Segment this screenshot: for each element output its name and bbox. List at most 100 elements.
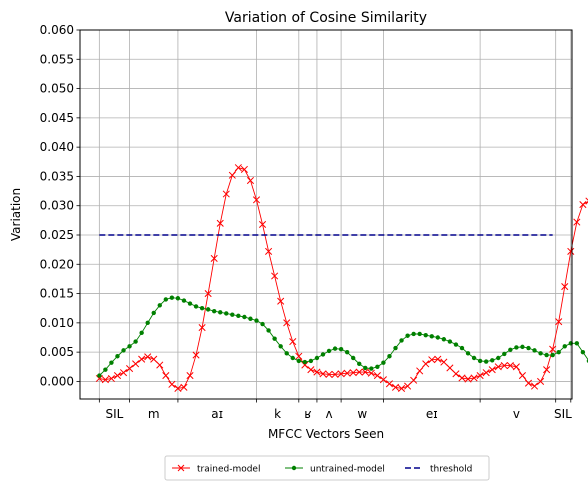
data-point-untrained-model bbox=[344, 349, 350, 355]
data-point-trained-model bbox=[470, 374, 478, 382]
x-tick-label: SIL bbox=[106, 407, 124, 421]
data-point-trained-model bbox=[343, 369, 351, 377]
data-point-trained-model bbox=[373, 372, 381, 380]
data-point-trained-model bbox=[367, 369, 375, 377]
data-point-untrained-model bbox=[242, 314, 247, 320]
data-point-untrained-model bbox=[338, 347, 344, 352]
legend: trained-model untrained-model threshold bbox=[164, 455, 490, 481]
chart-title: Variation of Cosine Similarity bbox=[225, 10, 427, 26]
data-point-untrained-model bbox=[471, 355, 477, 361]
data-point-trained-model bbox=[440, 358, 448, 366]
data-point-untrained-model bbox=[387, 354, 392, 359]
y-tick-label: 0.000 bbox=[40, 374, 74, 388]
data-point-untrained-model bbox=[363, 365, 368, 371]
data-point-untrained-model bbox=[483, 359, 489, 364]
data-point-trained-model bbox=[216, 219, 224, 227]
data-point-untrained-model bbox=[230, 312, 235, 317]
data-point-untrained-model bbox=[441, 337, 447, 342]
y-tick-label: 0.055 bbox=[40, 52, 74, 66]
y-tick-label: 0.025 bbox=[40, 228, 74, 242]
data-point-trained-model bbox=[585, 197, 588, 205]
data-point-untrained-model bbox=[181, 298, 187, 303]
data-point-untrained-model bbox=[193, 304, 199, 309]
data-point-untrained-model bbox=[199, 306, 205, 311]
data-point-trained-model bbox=[180, 383, 188, 391]
data-point-trained-model bbox=[138, 355, 146, 363]
data-point-untrained-model bbox=[490, 358, 495, 363]
data-point-trained-model bbox=[234, 164, 242, 172]
data-point-trained-model bbox=[186, 372, 194, 380]
data-point-untrained-model bbox=[381, 360, 386, 365]
data-point-trained-model bbox=[476, 372, 484, 380]
data-point-trained-model bbox=[271, 272, 279, 280]
data-point-trained-model bbox=[464, 375, 472, 383]
data-point-untrained-model bbox=[139, 330, 144, 336]
data-point-untrained-model bbox=[369, 366, 374, 371]
legend-label: untrained-model bbox=[310, 465, 385, 475]
data-point-untrained-model bbox=[314, 355, 320, 361]
data-point-untrained-model bbox=[157, 303, 162, 308]
data-point-untrained-model bbox=[580, 349, 586, 355]
data-point-trained-model bbox=[301, 361, 309, 369]
plot-frame bbox=[79, 29, 573, 400]
data-point-trained-model bbox=[277, 297, 285, 305]
data-point-trained-model bbox=[107, 374, 115, 383]
y-axis-label: Variation bbox=[9, 188, 23, 241]
data-point-untrained-model bbox=[163, 297, 169, 302]
data-point-trained-model bbox=[410, 376, 418, 384]
data-point-trained-model bbox=[319, 370, 327, 378]
data-point-untrained-model bbox=[465, 351, 471, 356]
data-point-untrained-model bbox=[375, 364, 380, 369]
data-point-trained-model bbox=[144, 353, 152, 361]
data-point-untrained-model bbox=[496, 355, 501, 361]
data-point-trained-model bbox=[337, 370, 345, 378]
data-point-untrained-model bbox=[97, 373, 102, 378]
data-point-trained-model bbox=[579, 200, 587, 209]
data-point-trained-model bbox=[573, 218, 581, 226]
data-point-untrained-model bbox=[266, 328, 271, 333]
data-point-untrained-model bbox=[357, 361, 362, 367]
legend-label: trained-model bbox=[197, 465, 260, 475]
data-point-untrained-model bbox=[417, 331, 422, 337]
x-tick-label: v bbox=[513, 407, 520, 421]
data-point-trained-model bbox=[361, 368, 369, 376]
data-point-untrained-model bbox=[532, 348, 537, 353]
x-axis-label: MFCC Vectors Seen bbox=[268, 427, 384, 441]
data-point-untrained-model bbox=[423, 332, 428, 338]
data-point-trained-model bbox=[500, 362, 508, 370]
data-point-trained-model bbox=[95, 374, 103, 383]
data-point-trained-model bbox=[113, 372, 122, 380]
data-point-untrained-model bbox=[127, 344, 132, 349]
data-point-trained-model bbox=[452, 370, 460, 378]
data-point-trained-model bbox=[246, 176, 255, 185]
data-point-trained-model bbox=[331, 370, 339, 378]
plot-series bbox=[95, 164, 588, 393]
y-axis-ticks: 0.000 0.005 0.010 0.015 0.020 0.025 0.030 0.035… bbox=[40, 23, 80, 388]
x-tick-label: aɪ bbox=[211, 407, 223, 421]
y-tick-label: 0.035 bbox=[40, 169, 74, 183]
y-tick-label: 0.050 bbox=[40, 82, 74, 96]
data-point-untrained-model bbox=[477, 358, 483, 364]
data-point-trained-model bbox=[228, 171, 236, 179]
data-point-trained-model bbox=[434, 355, 442, 363]
data-point-untrained-model bbox=[393, 345, 398, 351]
data-point-untrained-model bbox=[526, 345, 531, 351]
data-point-trained-model bbox=[325, 370, 333, 378]
data-point-trained-model bbox=[379, 376, 387, 384]
data-point-trained-model bbox=[561, 282, 569, 291]
data-point-untrained-model bbox=[169, 295, 175, 300]
data-point-trained-model bbox=[126, 364, 134, 373]
data-point-untrained-model bbox=[211, 308, 217, 314]
data-point-untrained-model bbox=[236, 313, 241, 319]
legend-marker bbox=[291, 465, 297, 471]
data-point-untrained-model bbox=[133, 339, 138, 344]
data-point-untrained-model bbox=[205, 307, 211, 312]
y-tick-label: 0.060 bbox=[40, 23, 74, 37]
data-point-trained-model bbox=[265, 247, 273, 255]
data-point-trained-model bbox=[355, 368, 363, 376]
x-tick-label: ʁ bbox=[304, 407, 311, 421]
data-point-trained-model bbox=[555, 318, 563, 326]
data-point-untrained-model bbox=[544, 352, 549, 358]
data-point-untrained-model bbox=[290, 355, 295, 361]
